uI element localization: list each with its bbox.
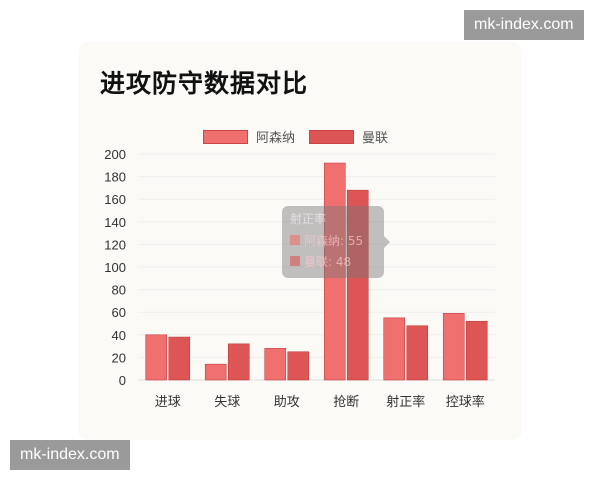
bar[interactable] — [227, 343, 250, 381]
y-tick-label: 60 — [112, 305, 126, 320]
y-tick-label: 120 — [104, 237, 126, 252]
tooltip-box — [282, 206, 384, 278]
chart-title: 进攻防守数据对比 — [100, 69, 309, 98]
bar[interactable] — [168, 336, 191, 381]
bar[interactable] — [346, 189, 369, 381]
bar[interactable] — [287, 351, 310, 381]
legend-swatch — [203, 129, 248, 144]
bar[interactable] — [406, 325, 429, 381]
bar[interactable] — [323, 162, 346, 381]
x-tick-label: 失球 — [214, 395, 240, 410]
y-tick-label: 100 — [104, 260, 126, 275]
y-tick-label: 200 — [104, 147, 126, 162]
x-tick-label: 控球率 — [446, 394, 485, 410]
tooltip-swatch — [290, 256, 300, 266]
x-tick-label: 射正率 — [386, 394, 425, 410]
bar[interactable] — [383, 317, 406, 381]
bar[interactable] — [442, 313, 465, 381]
legend: 阿森纳 曼联 — [203, 127, 402, 146]
tooltip-line: 曼联: 48 — [304, 255, 351, 269]
bar[interactable] — [204, 363, 227, 381]
y-tick-label: 140 — [104, 215, 126, 230]
y-tick-label: 0 — [119, 373, 126, 388]
y-tick-label: 40 — [112, 328, 126, 343]
x-tick-label: 抢断 — [333, 394, 359, 410]
legend-item[interactable]: 曼联 — [309, 127, 388, 146]
bar[interactable] — [264, 348, 287, 381]
legend-item[interactable]: 阿森纳 — [203, 127, 295, 146]
bar[interactable] — [145, 334, 168, 381]
x-tick-label: 助攻 — [274, 395, 300, 410]
legend-label: 曼联 — [362, 131, 389, 146]
y-tick-label: 20 — [112, 350, 126, 365]
watermark: mk-index.com — [10, 440, 130, 470]
y-tick-label: 80 — [112, 283, 126, 298]
watermark: mk-index.com — [464, 10, 584, 40]
tooltip-arrow — [384, 236, 390, 248]
tooltip-swatch — [290, 235, 300, 245]
x-tick-label: 进球 — [155, 395, 181, 410]
legend-label: 阿森纳 — [256, 131, 296, 146]
legend-swatch — [309, 129, 355, 144]
y-tick-label: 160 — [104, 192, 126, 207]
tooltip-title: 射正率 — [290, 211, 326, 226]
tooltip-line: 阿森纳: 55 — [304, 233, 363, 248]
bar[interactable] — [465, 320, 488, 381]
y-tick-label: 180 — [104, 170, 126, 185]
